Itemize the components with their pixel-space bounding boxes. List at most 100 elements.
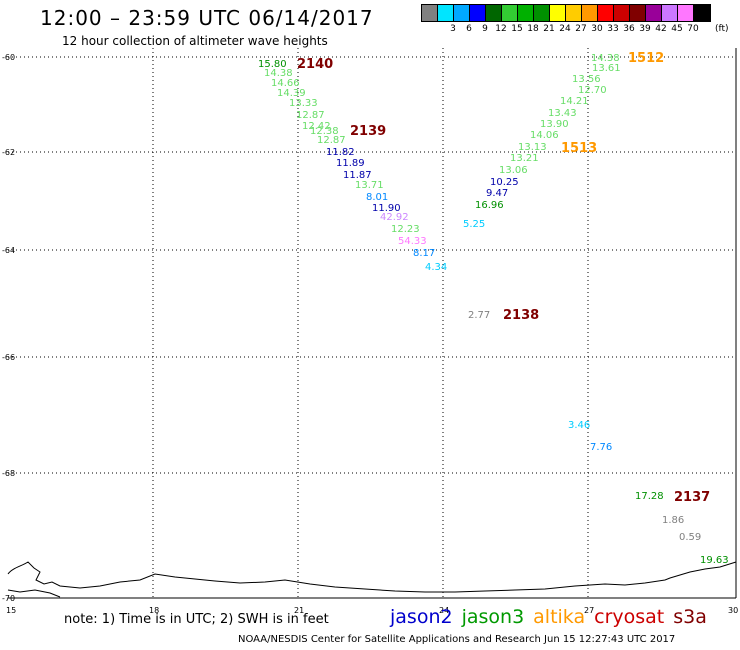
legend-ticks: (ft) 3 6 9 12 15 18 21 24 27 30 33 36 39 42 45 70	[421, 22, 728, 36]
wave-height-value: 2.77	[468, 310, 490, 321]
legend-tick-label: 3	[450, 24, 456, 34]
satellite-label-s3a: s3a	[673, 606, 707, 628]
wave-height-value: 19.63	[700, 555, 729, 566]
legend-swatch	[486, 5, 502, 21]
satellite-label-jason2: jason2	[390, 606, 453, 628]
wave-height-value: 14.38	[264, 68, 293, 79]
wave-height-value: 5.25	[463, 219, 485, 230]
wave-height-value: 13.56	[572, 74, 601, 85]
latitude-label: -68	[2, 469, 15, 478]
legend-swatch	[518, 5, 534, 21]
longitude-label: 30	[728, 606, 738, 615]
wave-height-value: 3.46	[568, 420, 590, 431]
wave-height-value: 12.42	[302, 121, 331, 132]
legend-tick-label: 39	[639, 24, 651, 34]
wave-height-value: 13.61	[592, 63, 621, 74]
legend-tick-label: 24	[559, 24, 571, 34]
legend-swatches	[421, 4, 711, 22]
wave-height-value: 16.96	[475, 200, 504, 211]
wave-height-value: 10.25	[490, 177, 519, 188]
wave-height-value: 14.39	[277, 88, 306, 99]
legend-tick-label: 6	[466, 24, 472, 34]
map-subtitle: 12 hour collection of altimeter wave hei…	[62, 34, 328, 48]
color-legend: (ft) 3 6 9 12 15 18 21 24 27 30 33 36 39 42 45 70	[421, 4, 729, 36]
legend-tick-label: 30	[591, 24, 603, 34]
legend-swatch	[454, 5, 470, 21]
wave-height-value: 12.70	[578, 85, 607, 96]
wave-height-value: 11.87	[343, 170, 372, 181]
legend-swatch	[598, 5, 614, 21]
legend-swatch	[438, 5, 454, 21]
legend-swatch	[502, 5, 518, 21]
legend-tick-label: 45	[671, 24, 683, 34]
wave-height-value: 9.47	[486, 188, 508, 199]
longitude-label: 24	[439, 606, 449, 615]
pass-number-label: 1512	[628, 51, 664, 66]
axis-labels: -60 -62 -64 -66 -68 -70 15 18 21 24 27 30	[2, 53, 738, 615]
pass-number-label: 1513	[561, 141, 597, 156]
wave-height-values: 15.8014.3814.6614.3913.3312.8712.4212.38…	[258, 53, 729, 566]
satellite-label-altika: altika	[533, 606, 586, 628]
wave-height-value: 42.92	[380, 212, 409, 223]
legend-unit: (ft)	[715, 24, 729, 34]
legend-tick-label: 12	[495, 24, 507, 34]
latitude-label: -60	[2, 53, 15, 62]
wave-height-value: 13.21	[510, 153, 539, 164]
wave-height-value: 13.13	[518, 142, 547, 153]
wave-height-value: 13.33	[289, 98, 318, 109]
wave-height-value: 13.71	[355, 180, 384, 191]
wave-height-value: 11.89	[336, 158, 365, 169]
legend-swatch	[662, 5, 678, 21]
map-frame	[8, 48, 737, 599]
legend-tick-label: 70	[687, 24, 699, 34]
pass-number-label: 2140	[297, 57, 333, 72]
latitude-label: -64	[2, 246, 15, 255]
legend-tick-label: 21	[543, 24, 555, 34]
wave-height-value: 12.87	[317, 135, 346, 146]
wave-height-value: 17.28	[635, 491, 664, 502]
legend-swatch	[566, 5, 582, 21]
wave-height-value: 1.86	[662, 515, 684, 526]
legend-tick-label: 42	[655, 24, 667, 34]
legend-tick-label: 33	[607, 24, 619, 34]
pass-number-label: 2137	[674, 490, 710, 505]
map-title: 12:00 – 23:59 UTC 06/14/2017	[40, 6, 374, 30]
satellite-label-cryosat: cryosat	[594, 606, 665, 628]
legend-swatch	[582, 5, 598, 21]
credit-line: NOAA/NESDIS Center for Satellite Applica…	[238, 634, 676, 645]
wave-height-value: 14.21	[560, 96, 589, 107]
legend-tick-label: 36	[623, 24, 635, 34]
wave-height-value: 0.59	[679, 532, 701, 543]
satellite-legend: jason2 jason3 altika cryosat s3a	[390, 606, 716, 628]
longitude-label: 21	[294, 606, 304, 615]
legend-tick-label: 15	[511, 24, 523, 34]
wave-height-value: 8.17	[413, 248, 435, 259]
pass-numbers: 2140 2139 2138 2137 1512 1513	[297, 51, 710, 505]
legend-swatch	[614, 5, 630, 21]
legend-tick-label: 18	[527, 24, 539, 34]
legend-tick-label: 27	[575, 24, 587, 34]
footer-note: note: 1) Time is in UTC; 2) SWH is in fe…	[64, 612, 329, 627]
longitude-label: 15	[6, 606, 16, 615]
wave-height-value: 8.01	[366, 192, 388, 203]
wave-height-value: 7.76	[590, 442, 612, 453]
legend-swatch	[630, 5, 646, 21]
wave-height-value: 14.66	[271, 78, 300, 89]
wave-height-value: 54.33	[398, 236, 427, 247]
wave-height-value: 13.06	[499, 165, 528, 176]
satellite-label-jason3: jason3	[461, 606, 525, 628]
wave-height-value: 4.34	[425, 262, 447, 273]
pass-number-label: 2139	[350, 124, 386, 139]
legend-swatch	[550, 5, 566, 21]
wave-height-value: 11.82	[326, 147, 355, 158]
wave-height-value: 12.38	[310, 126, 339, 137]
wave-height-value: 14.06	[530, 130, 559, 141]
wave-height-value: 12.87	[296, 110, 325, 121]
longitude-label: 27	[584, 606, 594, 615]
graticule	[8, 48, 736, 598]
legend-swatch	[694, 5, 710, 21]
legend-swatch	[678, 5, 694, 21]
wave-height-value: 11.90	[372, 203, 401, 214]
legend-swatch	[422, 5, 438, 21]
